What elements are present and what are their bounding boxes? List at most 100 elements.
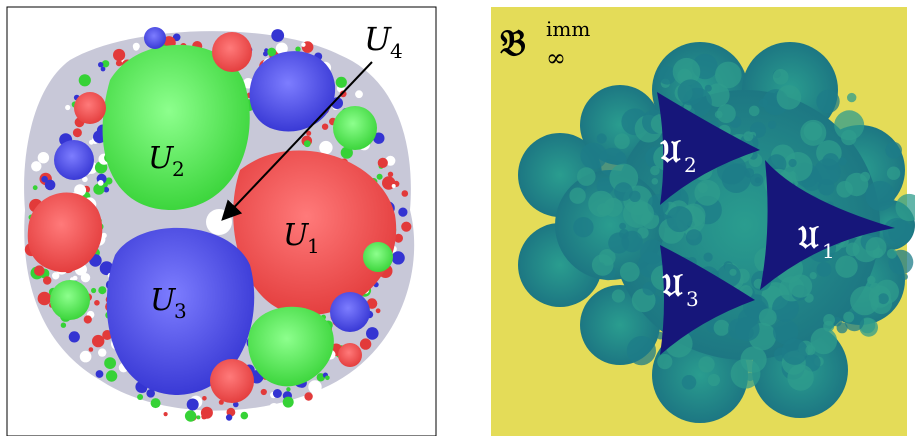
basin-bubble <box>596 177 614 195</box>
basin-bubble <box>729 268 737 276</box>
basin-bubble <box>573 217 594 238</box>
dust-dot <box>98 286 107 295</box>
basin-bubble <box>843 311 855 323</box>
basin-bubble <box>781 338 808 365</box>
dust-dot <box>102 330 113 340</box>
basin-bubble <box>707 373 721 387</box>
red-small-3 <box>74 92 106 124</box>
basin-bubble <box>754 177 762 184</box>
basin-bubble <box>651 178 659 185</box>
dust-dot <box>375 308 381 314</box>
dust-dot <box>240 411 249 420</box>
dust-dot <box>359 338 372 350</box>
label-u4-sub: 4 <box>390 39 403 63</box>
label-u4: U 4 <box>360 14 415 63</box>
dust-dot <box>186 398 199 411</box>
dust-dot <box>233 401 239 408</box>
basin-bubble <box>715 61 742 89</box>
dust-dot <box>200 406 213 419</box>
dust-dot <box>100 66 106 72</box>
basin-bubble <box>768 120 777 129</box>
basin-bubble <box>836 322 848 334</box>
dust-dot <box>137 394 144 400</box>
basin-bubble <box>619 222 626 230</box>
label-frak-u2-base: 𝔘 <box>660 132 681 170</box>
basin-bubble <box>743 131 754 142</box>
dust-dot <box>184 410 197 422</box>
basin-bubble <box>748 105 760 117</box>
basin-bubble <box>677 79 704 106</box>
basin-bubble <box>694 179 721 206</box>
dust-dot <box>202 396 207 401</box>
left-panel: U 2 U 1 U 3 U 4 <box>6 6 437 436</box>
dust-dot <box>94 300 100 306</box>
basin-bubble <box>886 248 897 259</box>
dust-dot <box>105 370 118 382</box>
dust-dot <box>98 348 107 357</box>
dust-dot <box>331 97 343 109</box>
dust-dot <box>335 76 347 88</box>
dust-dot <box>91 287 97 294</box>
basin-bubble <box>759 98 768 108</box>
green-small-2 <box>50 280 90 320</box>
basin-bubble <box>740 346 767 373</box>
basin-bubble <box>773 319 799 345</box>
red-small-1 <box>212 32 252 72</box>
label-u3: U 3 <box>150 283 187 323</box>
label-u4-base: U <box>364 20 392 58</box>
dust-dot <box>366 327 379 340</box>
label-frak-u1-sub: 1 <box>822 239 835 263</box>
dust-dot <box>115 60 123 67</box>
dust-dot <box>260 388 267 396</box>
basin-bubble <box>788 274 813 298</box>
basin-bubble <box>895 193 915 222</box>
dust-dot <box>92 334 105 348</box>
basin-bubble <box>569 187 586 204</box>
basin-bubble <box>901 273 909 280</box>
basin-bubble <box>611 289 626 303</box>
blue-small-2 <box>330 292 370 332</box>
label-u1-sub: 1 <box>307 234 320 258</box>
dust-dot <box>80 273 91 283</box>
right-title: 𝔅 imm ∞ <box>500 17 590 72</box>
basin-bubble <box>704 84 712 92</box>
basin-bubble <box>619 262 640 282</box>
dust-dot <box>218 399 224 405</box>
basin-bubble <box>885 141 902 159</box>
dust-dot <box>95 370 104 378</box>
basin-bubble <box>860 171 871 182</box>
dust-dot <box>286 387 291 392</box>
basin-bubble <box>657 66 677 85</box>
dust-dot <box>225 414 233 421</box>
dust-dot <box>72 128 82 138</box>
dust-dot <box>163 412 168 417</box>
right-title-base: 𝔅 <box>500 22 526 64</box>
u2-component <box>102 44 250 211</box>
dust-dot <box>74 184 87 197</box>
red-small-4 <box>338 343 362 367</box>
label-u2-base: U <box>148 141 175 176</box>
basin-bubble <box>640 239 665 265</box>
basin-bubble <box>867 275 876 285</box>
basin-bubble <box>685 229 703 246</box>
dust-dot <box>401 221 412 232</box>
dust-dot <box>394 233 403 243</box>
dust-dot <box>340 146 353 159</box>
label-frak-u2: 𝔘 2 <box>660 132 697 177</box>
dust-dot <box>113 48 126 62</box>
basin-bubble <box>577 167 596 186</box>
dust-dot <box>196 415 201 420</box>
basin-bubble <box>823 314 835 326</box>
dust-dot <box>385 155 396 166</box>
dust-dot <box>65 104 71 111</box>
label-frak-u2-sub: 2 <box>684 153 697 177</box>
basin-bubble <box>591 254 614 276</box>
dust-dot <box>82 176 88 183</box>
dust-dot <box>303 140 311 148</box>
dust-dot <box>60 322 67 328</box>
dust-dot <box>304 392 313 401</box>
basin-bubble <box>772 69 789 85</box>
basin-bubble <box>776 85 802 110</box>
label-frak-u3-base: 𝔘 <box>662 266 683 304</box>
basin-bubble <box>787 364 814 391</box>
